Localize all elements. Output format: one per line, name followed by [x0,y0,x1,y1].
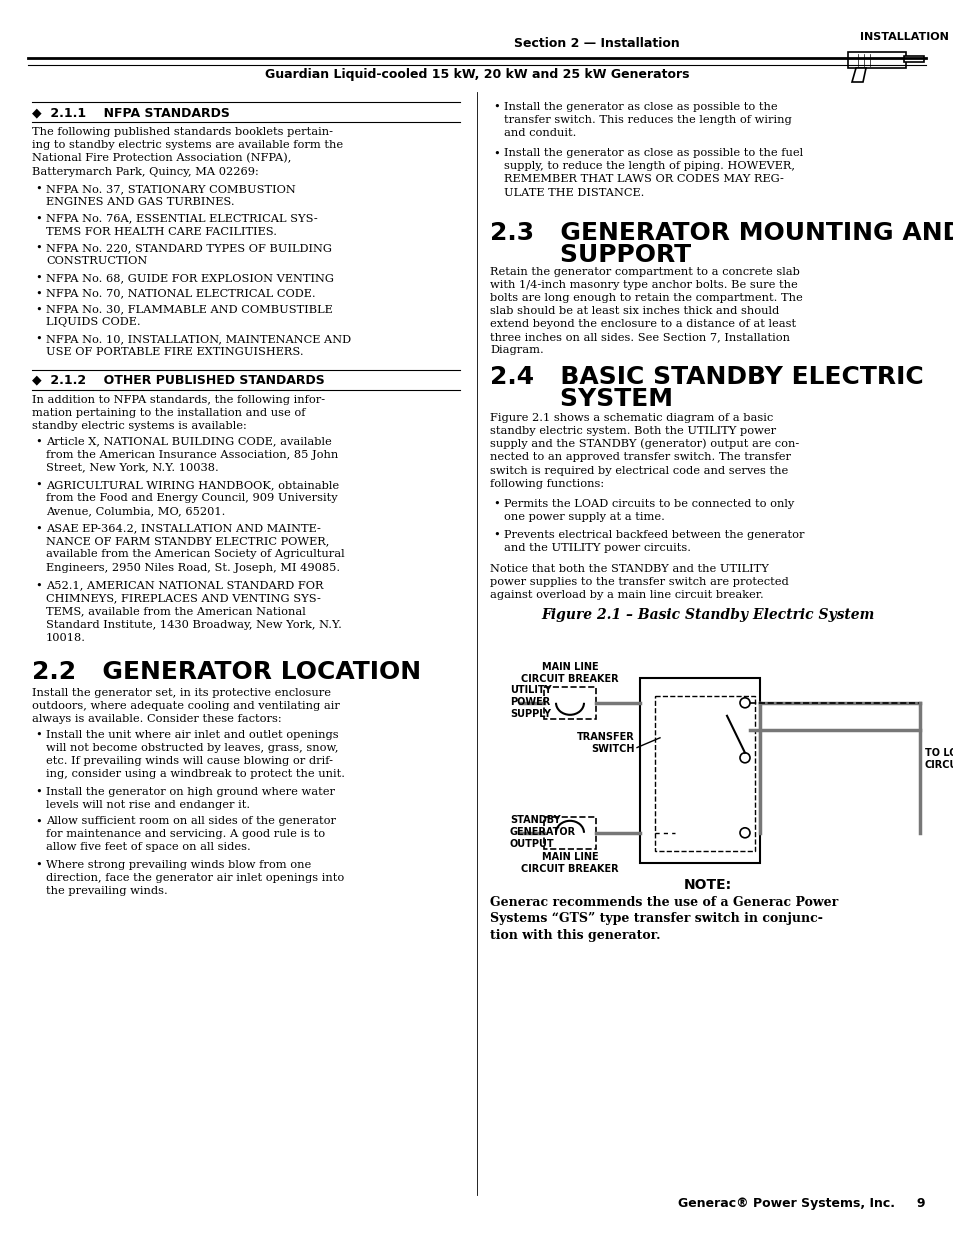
Text: Guardian Liquid-cooled 15 kW, 20 kW and 25 kW Generators: Guardian Liquid-cooled 15 kW, 20 kW and … [265,68,688,82]
Text: MAIN LINE
CIRCUIT BREAKER: MAIN LINE CIRCUIT BREAKER [520,662,618,684]
Text: ◆  2.1.1    NFPA STANDARDS: ◆ 2.1.1 NFPA STANDARDS [32,106,230,119]
Text: •: • [35,524,42,534]
Text: TRANSFER
SWITCH: TRANSFER SWITCH [577,731,635,753]
Polygon shape [903,56,923,62]
Text: Figure 2.1 shows a schematic diagram of a basic
standby electric system. Both th: Figure 2.1 shows a schematic diagram of … [490,412,799,489]
Text: Figure 2.1 – Basic Standby Electric System: Figure 2.1 – Basic Standby Electric Syst… [540,608,874,621]
Text: Section 2 — Installation: Section 2 — Installation [514,37,679,49]
Text: In addition to NFPA standards, the following infor-
mation pertaining to the ins: In addition to NFPA standards, the follo… [32,395,325,431]
Text: Article X, NATIONAL BUILDING CODE, available
from the American Insurance Associa: Article X, NATIONAL BUILDING CODE, avail… [46,437,338,473]
Text: •: • [35,333,42,345]
Text: Install the unit where air inlet and outlet openings
will not become obstructed : Install the unit where air inlet and out… [46,730,345,779]
Text: NFPA No. 220, STANDARD TYPES OF BUILDING
CONSTRUCTION: NFPA No. 220, STANDARD TYPES OF BUILDING… [46,243,332,267]
Text: The following published standards booklets pertain-
ing to standby electric syst: The following published standards bookle… [32,127,343,177]
Text: 2.2   GENERATOR LOCATION: 2.2 GENERATOR LOCATION [32,659,420,684]
Text: ◆  2.1.2    OTHER PUBLISHED STANDARDS: ◆ 2.1.2 OTHER PUBLISHED STANDARDS [32,374,324,387]
Text: •: • [493,530,499,540]
Text: Notice that both the STANDBY and the UTILITY
power supplies to the transfer swit: Notice that both the STANDBY and the UTI… [490,564,788,600]
Text: NFPA No. 30, FLAMMABLE AND COMBUSTIBLE
LIQUIDS CODE.: NFPA No. 30, FLAMMABLE AND COMBUSTIBLE L… [46,304,333,327]
Text: NFPA No. 70, NATIONAL ELECTRICAL CODE.: NFPA No. 70, NATIONAL ELECTRICAL CODE. [46,289,315,299]
Text: •: • [35,816,42,826]
Text: •: • [35,214,42,224]
Text: •: • [35,289,42,299]
Text: NFPA No. 68, GUIDE FOR EXPLOSION VENTING: NFPA No. 68, GUIDE FOR EXPLOSION VENTING [46,273,334,283]
Text: •: • [35,480,42,490]
Text: SUPPORT: SUPPORT [490,242,690,267]
Text: Allow sufficient room on all sides of the generator
for maintenance and servicin: Allow sufficient room on all sides of th… [46,816,335,852]
Text: 2.3   GENERATOR MOUNTING AND: 2.3 GENERATOR MOUNTING AND [490,221,953,245]
Text: Install the generator as close as possible to the fuel
supply, to reduce the len: Install the generator as close as possib… [503,148,802,198]
Text: Generac recommends the use of a Generac Power
Systems “GTS” type transfer switch: Generac recommends the use of a Generac … [490,895,838,942]
Text: •: • [35,273,42,283]
Text: •: • [35,580,42,590]
Text: •: • [35,730,42,740]
Text: Generac® Power Systems, Inc.     9: Generac® Power Systems, Inc. 9 [678,1197,925,1210]
Text: 2.4   BASIC STANDBY ELECTRIC: 2.4 BASIC STANDBY ELECTRIC [490,364,923,389]
Text: ASAE EP-364.2, INSTALLATION AND MAINTE-
NANCE OF FARM STANDBY ELECTRIC POWER,
av: ASAE EP-364.2, INSTALLATION AND MAINTE- … [46,524,344,573]
Polygon shape [847,52,905,68]
Text: SYSTEM: SYSTEM [490,387,672,410]
Text: Where strong prevailing winds blow from one
direction, face the generator air in: Where strong prevailing winds blow from … [46,860,344,895]
Text: Retain the generator compartment to a concrete slab
with 1/4-inch masonry type a: Retain the generator compartment to a co… [490,267,801,354]
Text: A52.1, AMERICAN NATIONAL STANDARD FOR
CHIMNEYS, FIREPLACES AND VENTING SYS-
TEMS: A52.1, AMERICAN NATIONAL STANDARD FOR CH… [46,580,341,642]
Text: •: • [493,499,499,509]
Text: Install the generator on high ground where water
levels will not rise and endang: Install the generator on high ground whe… [46,787,335,810]
Text: •: • [35,437,42,447]
Text: UTILITY
POWER
SUPPLY: UTILITY POWER SUPPLY [510,684,551,719]
Text: STANDBY
GENERATOR
OUTPUT: STANDBY GENERATOR OUTPUT [510,815,576,848]
Bar [543,687,596,719]
Text: Prevents electrical backfeed between the generator
and the UTILITY power circuit: Prevents electrical backfeed between the… [503,530,803,553]
Text: •: • [35,787,42,797]
Text: TO LOAD
CIRCUITS: TO LOAD CIRCUITS [924,748,953,769]
Text: •: • [35,304,42,315]
Text: •: • [493,148,499,158]
Text: INSTALLATION: INSTALLATION [859,32,948,42]
Text: •: • [493,103,499,112]
Bar [655,695,754,851]
Text: •: • [35,860,42,869]
Text: NFPA No. 76A, ESSENTIAL ELECTRICAL SYS-
TEMS FOR HEALTH CARE FACILITIES.: NFPA No. 76A, ESSENTIAL ELECTRICAL SYS- … [46,214,317,237]
Text: •: • [35,184,42,194]
Text: NFPA No. 10, INSTALLATION, MAINTENANCE AND
USE OF PORTABLE FIRE EXTINGUISHERS.: NFPA No. 10, INSTALLATION, MAINTENANCE A… [46,333,351,357]
Text: •: • [35,243,42,253]
Text: NFPA No. 37, STATIONARY COMBUSTION
ENGINES AND GAS TURBINES.: NFPA No. 37, STATIONARY COMBUSTION ENGIN… [46,184,295,207]
Text: MAIN LINE
CIRCUIT BREAKER: MAIN LINE CIRCUIT BREAKER [520,852,618,874]
Text: NOTE:: NOTE: [683,878,731,892]
Polygon shape [851,68,865,82]
Text: Install the generator set, in its protective enclosure
outdoors, where adequate : Install the generator set, in its protec… [32,688,339,724]
Text: Install the generator as close as possible to the
transfer switch. This reduces : Install the generator as close as possib… [503,103,791,138]
Bar [639,678,760,863]
Bar [543,816,596,848]
Text: AGRICULTURAL WIRING HANDBOOK, obtainable
from the Food and Energy Council, 909 U: AGRICULTURAL WIRING HANDBOOK, obtainable… [46,480,338,516]
Text: Permits the LOAD circuits to be connected to only
one power supply at a time.: Permits the LOAD circuits to be connecte… [503,499,794,521]
